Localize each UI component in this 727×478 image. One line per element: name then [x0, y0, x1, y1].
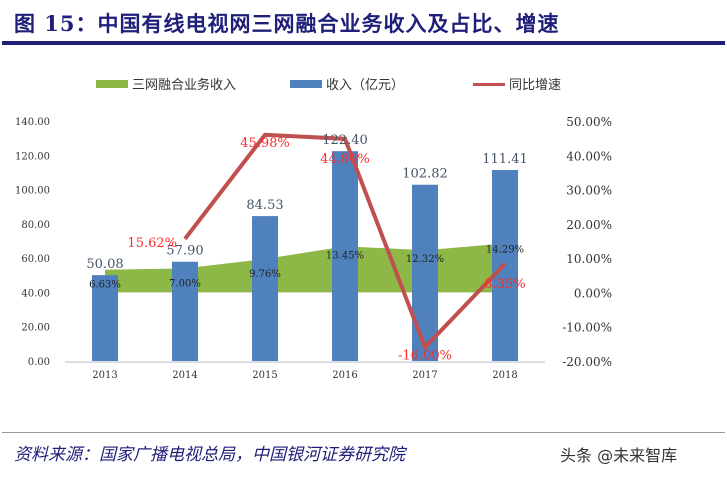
- line-data-label: 8.35%: [484, 277, 525, 292]
- area-data-label: 6.63%: [89, 280, 121, 291]
- x-tick-label: 2016: [332, 370, 357, 381]
- legend-swatch: [473, 83, 505, 86]
- line-data-label: 15.62%: [127, 236, 177, 251]
- watermark: 头条 @未来智库: [560, 446, 678, 465]
- footer-rule: [2, 432, 725, 433]
- bar-revenue: [92, 275, 118, 361]
- y-right-tick-label: 50.00%: [566, 115, 612, 129]
- y-left-tick-label: 40.00: [21, 288, 50, 299]
- bar-data-label: 84.53: [246, 198, 283, 213]
- source-note: 资料来源：国家广播电视总局，中国银河证券研究院: [14, 445, 405, 465]
- y-left-tick-label: 120.00: [15, 151, 50, 162]
- legend-label: 同比增速: [509, 78, 561, 93]
- bar-revenue: [412, 184, 438, 361]
- x-tick-label: 2013: [92, 370, 117, 381]
- y-left-tick-label: 140.00: [15, 117, 50, 128]
- y-right-tick-label: 0.00%: [574, 286, 612, 300]
- bar-data-label: 111.41: [482, 152, 528, 167]
- y-right-tick-label: 20.00%: [566, 218, 612, 232]
- figure-title: 图 15：中国有线电视网三网融合业务收入及占比、增速: [14, 11, 560, 36]
- legend-swatch: [96, 80, 128, 88]
- legend-swatch: [290, 80, 322, 88]
- y-left-tick-label: 80.00: [21, 220, 50, 231]
- bar-data-label: 102.82: [402, 167, 448, 182]
- bar-revenue: [332, 151, 358, 361]
- y-right-tick-label: 40.00%: [566, 149, 612, 163]
- y-left-tick-label: 60.00: [21, 254, 50, 265]
- bar-data-label: 57.90: [166, 244, 203, 259]
- line-data-label: 45.98%: [240, 136, 290, 151]
- bar-data-label: 50.08: [86, 257, 123, 272]
- bar-data-label: 122.40: [322, 133, 368, 148]
- y-left-tick-label: 20.00: [21, 323, 50, 334]
- y-right-tick-label: 10.00%: [566, 252, 612, 266]
- line-growth: [183, 132, 507, 351]
- x-tick-label: 2017: [412, 370, 437, 381]
- x-tick-label: 2015: [252, 370, 277, 381]
- chart: 0.00 20.00 40.00 60.00 80.00 100.00 120.00 140.…: [15, 77, 612, 381]
- area-data-label: 9.76%: [249, 269, 281, 280]
- y-right-tick-label: -10.00%: [562, 321, 612, 335]
- bar-revenue: [252, 216, 278, 361]
- y-right-tick-label: -20.00%: [562, 355, 612, 369]
- x-tick-label: 2014: [172, 370, 197, 381]
- legend-label: 收入（亿元）: [326, 78, 404, 93]
- title-rule: [2, 41, 725, 45]
- area-data-label: 7.00%: [169, 278, 201, 289]
- area-data-label: 14.29%: [486, 244, 524, 255]
- bar-revenue: [172, 261, 198, 361]
- area-series-share: [105, 243, 505, 293]
- y-left-tick-label: 100.00: [15, 186, 50, 197]
- legend-label: 三网融合业务收入: [132, 77, 236, 93]
- x-tick-label: 2018: [492, 370, 517, 381]
- y-right-tick-label: 30.00%: [566, 184, 612, 198]
- y-left-tick-label: 0.00: [28, 357, 50, 368]
- area-data-label: 12.32%: [406, 254, 444, 265]
- line-data-label: -16.00%: [398, 348, 452, 363]
- area-data-label: 13.45%: [326, 250, 364, 261]
- line-data-label: 44.80%: [320, 152, 370, 167]
